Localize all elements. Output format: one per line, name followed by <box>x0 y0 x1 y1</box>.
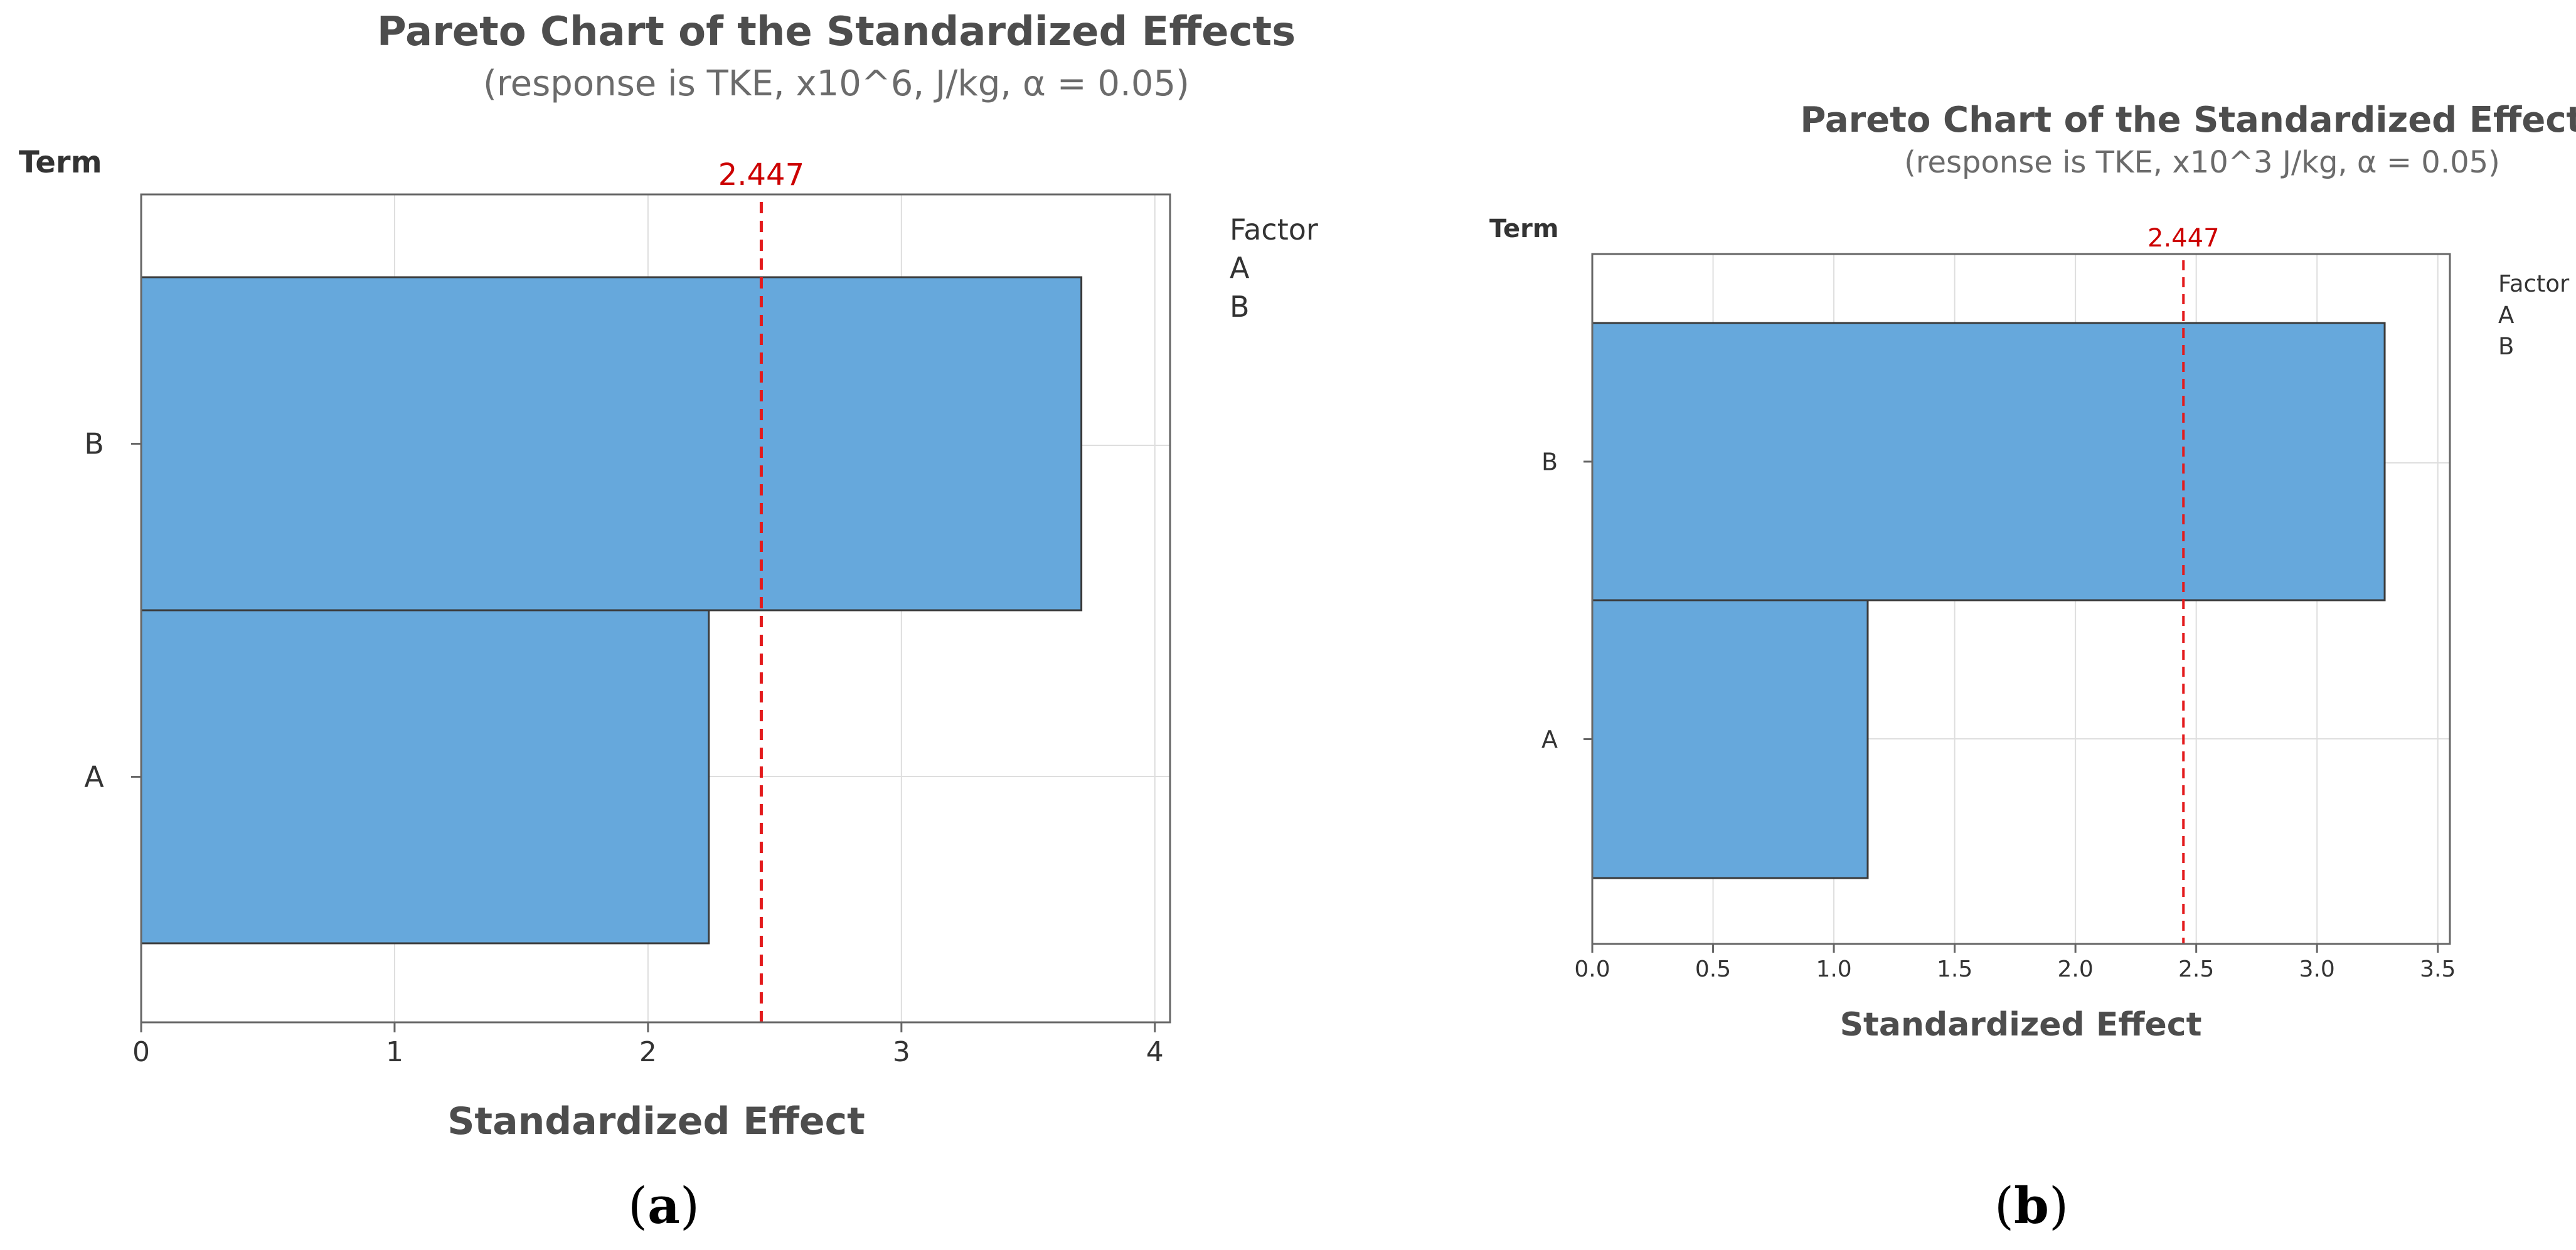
chart-b-caption-letter: b <box>2014 1176 2049 1235</box>
chart-a-legend-title: Factor <box>1230 213 1318 246</box>
x-tick-label: 1.0 <box>1816 956 1851 982</box>
chart-b-caption-open: ( <box>1994 1177 2014 1235</box>
x-tick-label: 0 <box>132 1036 150 1068</box>
chart-a-plot-frame <box>140 193 1171 1024</box>
chart-a-xlabel: Standardized Effect <box>447 1099 865 1143</box>
x-tick-label: 2.5 <box>2178 956 2214 982</box>
x-tick-label: 1.5 <box>1937 956 1972 982</box>
chart-b-caption: (b) <box>1994 1176 2068 1235</box>
chart-b-legend-item-b: B <box>2498 333 2514 360</box>
chart-b-xlabel: Standardized Effect <box>1840 1006 2202 1044</box>
y-tick-label-b: B <box>84 427 104 461</box>
chart-a-caption: (a) <box>628 1176 700 1235</box>
y-tick-label-a: A <box>84 760 104 794</box>
x-tick-label: 2 <box>639 1036 657 1068</box>
bar-a <box>1591 599 1869 879</box>
bar-a <box>140 609 710 945</box>
y-tick-label-b: B <box>1541 448 1558 475</box>
chart-b-ylabel: Term <box>1489 215 1559 243</box>
chart-a-legend-item-a: A <box>1230 251 1250 285</box>
chart-a-title: Pareto Chart of the Standardized Effects <box>377 9 1296 55</box>
chart-a-caption-close: ) <box>680 1177 700 1235</box>
chart-b: Pareto Chart of the Standardized Effects… <box>1489 100 2576 1235</box>
chart-a-reference-line: 2.447 <box>718 157 804 1022</box>
chart-a-bars <box>140 276 1083 945</box>
bar-b <box>1591 322 2386 601</box>
chart-a-critical-value-label: 2.447 <box>718 157 804 193</box>
x-tick-label: 0.5 <box>1695 956 1731 982</box>
chart-a-x-ticks: 0 1 2 3 4 <box>132 1022 1164 1068</box>
bar-b <box>140 276 1083 612</box>
x-tick-label: 1 <box>386 1036 403 1068</box>
chart-a-ylabel: Term <box>19 145 102 180</box>
x-tick-label: 3 <box>893 1036 910 1068</box>
chart-b-plot-frame <box>1591 253 2451 945</box>
chart-b-subtitle: (response is TKE, x10^3 J/kg, α = 0.05) <box>1904 145 2500 180</box>
chart-b-x-ticks: 0.0 0.5 1.0 1.5 2.0 2.5 3.0 3.5 <box>1574 944 2456 982</box>
chart-a-caption-letter: a <box>647 1176 680 1235</box>
x-tick-label: 0.0 <box>1574 956 1610 982</box>
chart-b-title: Pareto Chart of the Standardized Effects <box>1800 100 2576 140</box>
y-tick-label-a: A <box>1541 726 1558 753</box>
chart-b-bars <box>1591 322 2386 879</box>
chart-b-legend: Factor A B <box>2498 270 2570 360</box>
chart-a-caption-open: ( <box>628 1177 647 1235</box>
chart-a: Pareto Chart of the Standardized Effects… <box>19 9 1318 1235</box>
x-tick-label: 4 <box>1146 1036 1164 1068</box>
x-tick-label: 2.0 <box>2058 956 2094 982</box>
chart-b-legend-item-a: A <box>2498 302 2514 329</box>
chart-b-y-ticks: BA <box>1541 448 1592 753</box>
chart-a-legend-item-b: B <box>1230 290 1250 324</box>
chart-a-subtitle: (response is TKE, x10^6, J/kg, α = 0.05) <box>483 63 1190 104</box>
chart-b-reference-line: 2.447 <box>2148 224 2220 944</box>
chart-a-legend: Factor A B <box>1230 213 1318 324</box>
x-tick-label: 3.5 <box>2420 956 2456 982</box>
chart-a-y-ticks: BA <box>84 427 141 794</box>
x-tick-label: 3.0 <box>2299 956 2335 982</box>
chart-b-legend-title: Factor <box>2498 270 2570 297</box>
chart-b-caption-close: ) <box>2049 1177 2068 1235</box>
chart-b-critical-value-label: 2.447 <box>2148 224 2220 253</box>
